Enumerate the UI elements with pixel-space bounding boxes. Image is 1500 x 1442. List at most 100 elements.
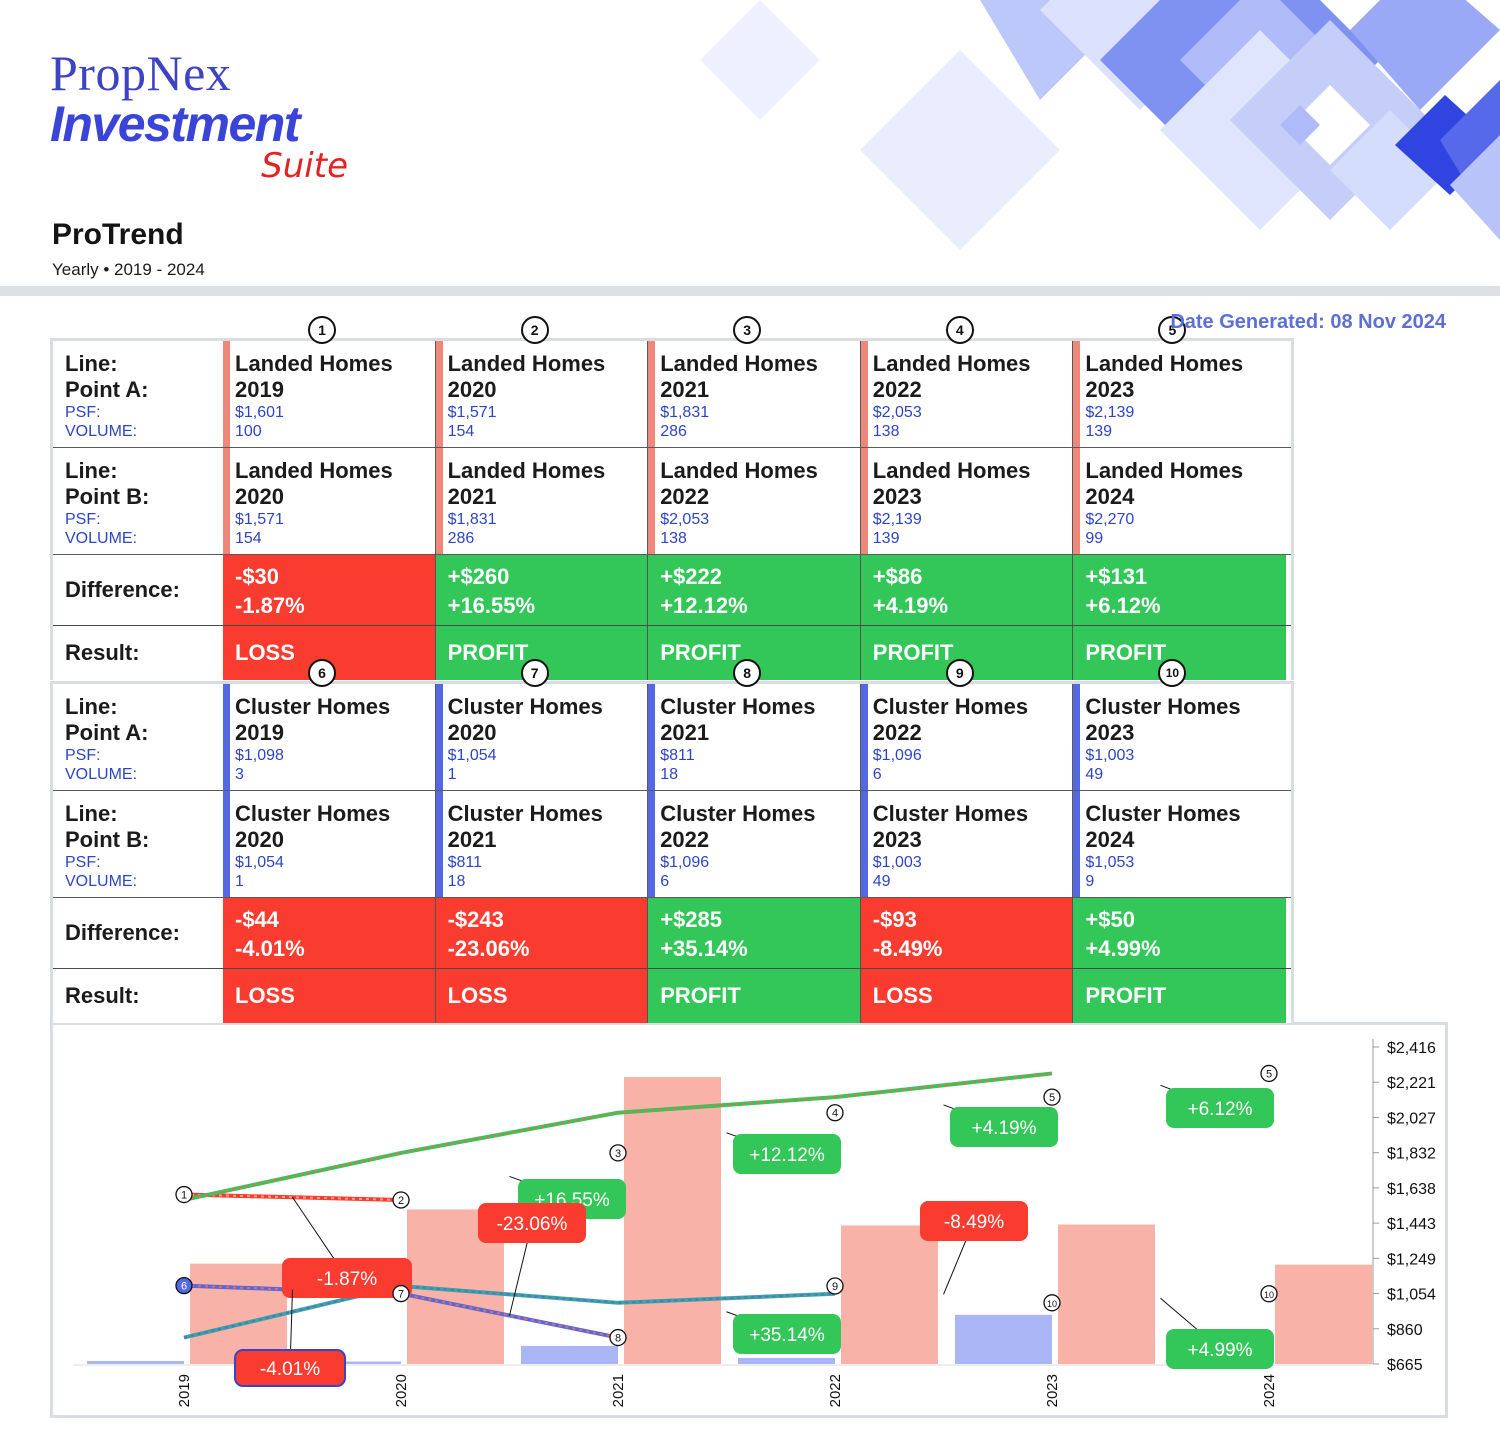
psf-value: $2,270 [1085, 511, 1135, 528]
property-type: Landed Homes [872, 351, 1031, 376]
landed-point-marker [1043, 1088, 1061, 1106]
volume-value: 99 [1085, 530, 1104, 547]
year: 2020 [447, 377, 497, 402]
landed-point-marker [609, 1144, 627, 1162]
landed-marker [223, 341, 230, 447]
landed-point-marker [1260, 1064, 1278, 1083]
difference-amount: -$93 [872, 907, 917, 932]
year: 2019 [235, 720, 284, 745]
annotation-box [1166, 1088, 1274, 1128]
point-b-cell: Landed Homes 2021 $1,831 286 [435, 448, 649, 554]
difference-percent: +16.55% [447, 593, 536, 618]
annotation-box [733, 1314, 841, 1354]
point-a-cell: 4 Landed Homes 2022 $2,053 138 [860, 316, 1074, 447]
difference-amount: -$30 [235, 564, 280, 589]
cluster-marker [223, 791, 230, 897]
line-number-badge: 3 [733, 316, 762, 344]
label-volume: VOLUME: [65, 766, 138, 783]
psf-value: $1,054 [447, 747, 497, 764]
year: 2022 [660, 484, 710, 509]
landed-marker [860, 341, 868, 447]
year: 2023 [872, 827, 922, 852]
point-b-row: Line: Point B: PSF: VOLUME: Cluster Home… [53, 791, 1291, 898]
difference-percent: -8.49% [872, 936, 943, 961]
property-type: Landed Homes [1085, 351, 1244, 376]
difference-amount: +$50 [1085, 907, 1135, 932]
volume-value: 3 [235, 766, 244, 783]
point-b-cell: Cluster Homes 2020 $1,054 1 [223, 791, 436, 897]
psf-value: $2,053 [660, 511, 710, 528]
logo-investment: Investment [50, 96, 300, 152]
landed-marker [1073, 341, 1081, 447]
label-result: Result: [65, 983, 140, 1008]
year: 2024 [1085, 484, 1135, 509]
landed-psf-line-segment-dash [183, 1072, 1053, 1201]
landed-point-marker-label: 5 [1266, 1068, 1272, 1080]
point-b-cell: Cluster Homes 2021 $811 18 [435, 791, 649, 897]
psf-value: $1,098 [235, 747, 284, 764]
line-number-badge: 7 [520, 659, 549, 687]
volume-value: 139 [1085, 423, 1113, 440]
label-volume: VOLUME: [65, 423, 138, 440]
year: 2024 [1085, 827, 1135, 852]
point-b-row: Line: Point B: PSF: VOLUME: Landed Homes… [53, 448, 1291, 555]
volume-value: 139 [872, 530, 900, 547]
point-a-cell: 8 Cluster Homes 2021 $811 18 [648, 659, 861, 790]
cluster-marker [1073, 791, 1081, 897]
cluster-point-marker [826, 1277, 844, 1295]
difference-percent: +4.99% [1085, 936, 1161, 961]
y-tick-label: $2,027 [1387, 1110, 1436, 1127]
volume-value: 18 [447, 873, 466, 890]
date-generated: Date Generated: 08 Nov 2024 [1170, 311, 1446, 333]
landed-psf-line-segment-dash [183, 1193, 402, 1201]
x-tick-label: 2022 [827, 1374, 844, 1407]
property-type: Landed Homes [660, 458, 818, 483]
chart-svg: $2,416 $2,221 $2,027 $1,832 $1,638 $1,443 $1,2… [73, 1039, 1436, 1407]
annotation-label: +4.99% [1188, 1340, 1253, 1361]
label-psf: PSF: [65, 854, 101, 871]
landed-marker [648, 448, 656, 554]
difference-amount: +$86 [872, 564, 923, 589]
cluster-point-marker [609, 1328, 627, 1347]
property-type: Cluster Homes [660, 801, 816, 826]
result-cell: LOSS [860, 969, 1074, 1023]
difference-percent: -23.06% [447, 936, 530, 961]
label-line: Line: [65, 351, 118, 376]
volume-value: 286 [447, 530, 475, 547]
cluster-volume-bar [304, 1361, 401, 1364]
difference-amount: +$260 [447, 564, 510, 589]
cluster-point-marker-label: 9 [832, 1281, 838, 1293]
page-subtitle: Yearly • 2019 - 2024 [52, 260, 205, 279]
cluster-point-marker [1043, 1294, 1061, 1312]
property-type: Cluster Homes [872, 801, 1029, 826]
line-number-badge: 4 [945, 316, 974, 344]
cluster-point-marker-label: 8 [615, 1333, 621, 1345]
property-type: Landed Homes [447, 458, 606, 483]
result-cell: PROFIT [648, 969, 861, 1023]
difference-percent: +4.19% [872, 593, 949, 618]
volume-value: 9 [1085, 873, 1095, 890]
landed-volume-bar [190, 1263, 287, 1364]
result-cell: PROFIT [1073, 969, 1286, 1023]
result-row: Result: LOSS LOSS PROFIT LOSS PROFIT [53, 969, 1291, 1023]
y-tick-label: $1,832 [1387, 1146, 1436, 1163]
difference-cell: +$50 +4.99% [1073, 898, 1286, 968]
difference-amount: +$222 [660, 564, 722, 589]
point-b-cell: Landed Homes 2022 $2,053 138 [648, 448, 861, 554]
year: 2023 [1085, 720, 1135, 745]
y-tick-label: $860 [1387, 1322, 1423, 1339]
label-volume: VOLUME: [65, 873, 138, 890]
point-a-cell: 9 Cluster Homes 2022 $1,096 6 [860, 659, 1074, 790]
y-tick-label: $1,638 [1387, 1181, 1436, 1198]
difference-amount: -$243 [447, 907, 504, 932]
cluster-marker [435, 684, 443, 790]
cluster-point-marker-label: 10 [1264, 1290, 1274, 1300]
line-number-badge: 8 [733, 659, 762, 687]
cluster-marker [860, 791, 868, 897]
line-number-badge: 9 [945, 659, 974, 687]
psf-value: $1,054 [235, 854, 284, 871]
point-a-cell: 7 Cluster Homes 2020 $1,054 1 [435, 659, 649, 790]
landed-marker [435, 448, 443, 554]
x-tick-label: 2019 [176, 1374, 193, 1407]
cluster-point-marker [392, 1284, 410, 1303]
